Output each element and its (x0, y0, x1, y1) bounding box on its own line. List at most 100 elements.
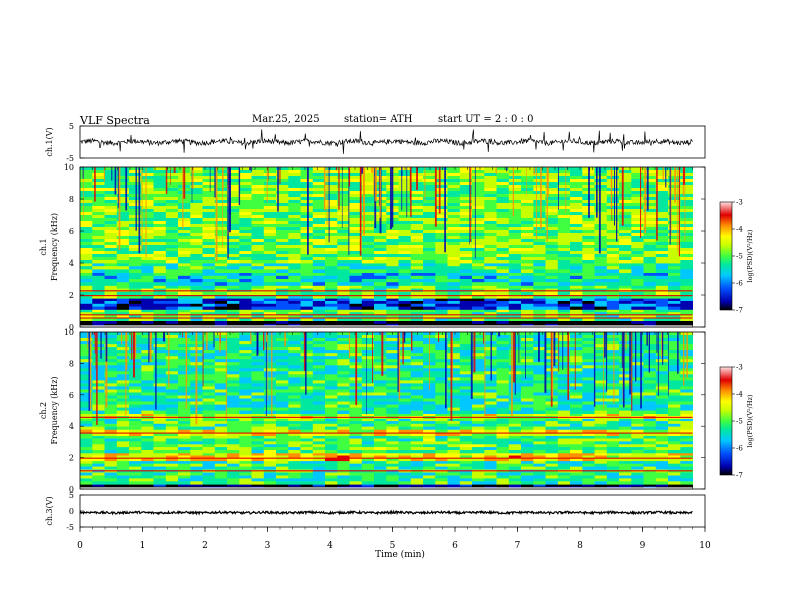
spectrogram-cell (521, 254, 534, 258)
spectrogram-cell (459, 466, 473, 470)
spectrogram-cell (141, 432, 154, 436)
spectrogram-cell (288, 182, 301, 186)
spectrogram-cell (594, 438, 608, 442)
spectrogram-cell (508, 257, 522, 261)
spectrogram-cell (680, 312, 693, 316)
spectrogram-cell (398, 426, 412, 430)
spectrogram-cell (251, 203, 265, 207)
spectrogram-cell (374, 432, 387, 436)
spectrogram-cell (521, 212, 534, 216)
spectrogram-cell (104, 306, 118, 310)
spectrogram-cell (472, 320, 485, 325)
spectrogram-cell (410, 371, 424, 375)
spectrogram-cell (263, 224, 277, 228)
spectrogram-cell (251, 224, 265, 228)
spectrogram-cell (153, 441, 167, 445)
spectrogram-cell (325, 312, 338, 316)
spectrogram-cell (668, 413, 681, 417)
spectrogram-cell (276, 269, 289, 273)
spectrogram-cell (190, 182, 203, 186)
spectrogram-cell (594, 279, 608, 283)
sferic-streak (610, 167, 612, 209)
spectrogram-cell (668, 218, 681, 222)
spectrogram-cell (631, 306, 644, 310)
spectrogram-cell (423, 282, 436, 286)
spectrogram-cell (325, 185, 338, 189)
spectrogram-cell (312, 194, 326, 198)
spectrogram-cell (668, 338, 681, 342)
spectrogram-cell (447, 194, 461, 198)
spectrogram-cell (386, 460, 399, 464)
spectrogram-cell (472, 356, 485, 360)
spectrogram-cell (361, 254, 375, 258)
spectrogram-cell (349, 257, 363, 261)
spectrogram-cell (165, 185, 179, 189)
spectrogram-cell (447, 206, 461, 210)
spectrogram-cell (300, 315, 314, 319)
spectrogram-cell (643, 266, 657, 270)
spectrogram-cell (435, 320, 448, 325)
spectrogram-cell (668, 236, 681, 240)
spectrogram-cell (276, 463, 289, 467)
spectrogram-cell (594, 176, 608, 180)
spectrogram-cell (361, 475, 375, 479)
spectrogram-cell (521, 266, 534, 270)
spectrogram-cell (288, 245, 301, 249)
spectrogram-cell (496, 203, 510, 207)
spectrogram-cell (288, 170, 301, 174)
spectrogram-cell (459, 209, 473, 213)
spectrogram-cell (398, 359, 412, 363)
spectrogram-cell (300, 312, 314, 316)
spectrogram-cell (459, 455, 473, 459)
spectrogram-cell (459, 423, 473, 427)
spectrogram-cell (668, 239, 681, 243)
spectrogram-cell (447, 285, 461, 289)
spectrogram-cell (349, 221, 363, 225)
spectrogram-cell (141, 365, 154, 369)
spectrogram-cell (227, 263, 240, 267)
spectrogram-cell (178, 254, 191, 258)
spectrogram-cell (116, 227, 130, 231)
spectrogram-cell (594, 441, 608, 445)
spectrogram-cell (643, 209, 657, 213)
spectrogram-cell (239, 423, 252, 427)
spectrogram-cell (459, 275, 473, 280)
spectrogram-cell (521, 356, 534, 360)
spectrogram-cell (263, 200, 277, 204)
spectrogram-cell (545, 260, 559, 264)
spectrogram-cell (508, 260, 522, 264)
spectrogram-cell (410, 275, 424, 280)
spectrogram-cell (680, 245, 693, 249)
spectrogram-cell (349, 309, 363, 313)
spectrogram-cell (398, 365, 412, 369)
spectrogram-cell (214, 209, 228, 213)
spectrogram-cell (619, 359, 632, 363)
spectrogram-cell (202, 359, 216, 363)
spectrogram-cell (582, 236, 595, 240)
spectrogram-cell (398, 176, 412, 180)
spectrogram-cell (104, 472, 118, 476)
spectrogram-cell (655, 272, 669, 277)
sferic-streak (103, 167, 105, 182)
spectrogram-cell (227, 481, 240, 485)
spectrogram-cell (508, 418, 522, 422)
spectrogram-cell (459, 359, 473, 363)
spectrogram-cell (214, 185, 228, 189)
spectrogram-cell (496, 233, 510, 237)
spectrogram-cell (472, 447, 485, 451)
spectrogram-cell (435, 306, 448, 310)
spectrogram-cell (668, 455, 681, 459)
spectrogram-cell (239, 341, 252, 345)
spectrogram-cell (570, 320, 583, 325)
spectrogram-cell (386, 347, 399, 351)
spectrogram-cell (300, 230, 314, 234)
spectrogram-cell (92, 450, 105, 454)
spectrogram-cell (190, 460, 203, 464)
spectrogram-cell (484, 272, 497, 277)
spectrogram-cell (521, 481, 534, 485)
sferic-streak (326, 167, 328, 225)
spectrogram-cell (668, 320, 681, 325)
spectrogram-cell (374, 374, 387, 378)
spectrogram-cell (423, 279, 436, 283)
spectrogram-cell (325, 218, 338, 222)
